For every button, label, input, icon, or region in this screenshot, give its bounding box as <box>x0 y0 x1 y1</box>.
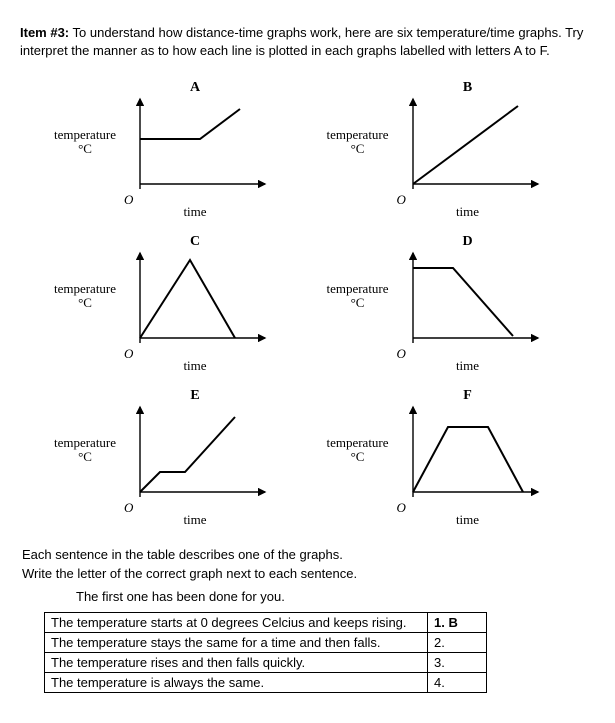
graph-letter: B <box>393 80 543 96</box>
first-done-note: The first one has been done for you. <box>76 589 595 604</box>
y-axis-label: temperature °C <box>50 436 120 465</box>
graph-e: temperature °C E O time <box>50 392 313 528</box>
graph-svg <box>120 392 270 510</box>
graph-box: F O time <box>393 392 543 528</box>
row-description: The temperature rises and then falls qui… <box>45 652 428 672</box>
graph-letter: A <box>120 80 270 96</box>
origin-label: O <box>124 346 133 362</box>
table-row: The temperature is always the same. 4. <box>45 672 487 692</box>
item-number: Item #3: <box>20 25 69 40</box>
x-axis-label: time <box>120 358 270 374</box>
table-row: The temperature stays the same for a tim… <box>45 632 487 652</box>
x-axis-label: time <box>120 512 270 528</box>
answer-table: The temperature starts at 0 degrees Celc… <box>44 612 487 693</box>
y-axis-label: temperature °C <box>323 436 393 465</box>
graph-box: C O time <box>120 238 270 374</box>
item-text: To understand how distance-time graphs w… <box>20 25 583 58</box>
row-description: The temperature stays the same for a tim… <box>45 632 428 652</box>
row-number: 4. <box>428 672 487 692</box>
item-header: Item #3: To understand how distance-time… <box>20 24 595 60</box>
graph-svg <box>393 392 543 510</box>
graph-a: temperature °C A O time <box>50 84 313 220</box>
question-intro-line2: Write the letter of the correct graph ne… <box>22 565 595 583</box>
y-axis-label: temperature °C <box>323 128 393 157</box>
table-row: The temperature starts at 0 degrees Celc… <box>45 612 487 632</box>
x-axis-label: time <box>393 512 543 528</box>
row-description: The temperature is always the same. <box>45 672 428 692</box>
row-description: The temperature starts at 0 degrees Celc… <box>45 612 428 632</box>
origin-label: O <box>124 500 133 516</box>
graph-svg <box>393 84 543 202</box>
row-number: 1. B <box>428 612 487 632</box>
graph-f: temperature °C F O time <box>323 392 586 528</box>
graph-c: temperature °C C O time <box>50 238 313 374</box>
x-axis-label: time <box>120 204 270 220</box>
y-axis-label: temperature °C <box>323 282 393 311</box>
graph-box: B O time <box>393 84 543 220</box>
x-axis-label: time <box>393 358 543 374</box>
graph-svg <box>393 238 543 356</box>
graph-b: temperature °C B O time <box>323 84 586 220</box>
question-intro: Each sentence in the table describes one… <box>22 546 595 582</box>
graph-box: D O time <box>393 238 543 374</box>
graph-box: E O time <box>120 392 270 528</box>
graph-letter: E <box>120 388 270 404</box>
graph-letter: D <box>393 234 543 250</box>
origin-label: O <box>397 346 406 362</box>
y-axis-label: temperature °C <box>50 282 120 311</box>
origin-label: O <box>397 500 406 516</box>
graph-d: temperature °C D O time <box>323 238 586 374</box>
origin-label: O <box>397 192 406 208</box>
graph-svg <box>120 84 270 202</box>
y-axis-label: temperature °C <box>50 128 120 157</box>
origin-label: O <box>124 192 133 208</box>
row-number: 2. <box>428 632 487 652</box>
x-axis-label: time <box>393 204 543 220</box>
row-number: 3. <box>428 652 487 672</box>
graphs-grid: temperature °C A O time temperature °C B <box>50 84 585 528</box>
graph-letter: F <box>393 388 543 404</box>
question-intro-line1: Each sentence in the table describes one… <box>22 546 595 564</box>
table-row: The temperature rises and then falls qui… <box>45 652 487 672</box>
graph-box: A O time <box>120 84 270 220</box>
graph-letter: C <box>120 234 270 250</box>
graph-svg <box>120 238 270 356</box>
